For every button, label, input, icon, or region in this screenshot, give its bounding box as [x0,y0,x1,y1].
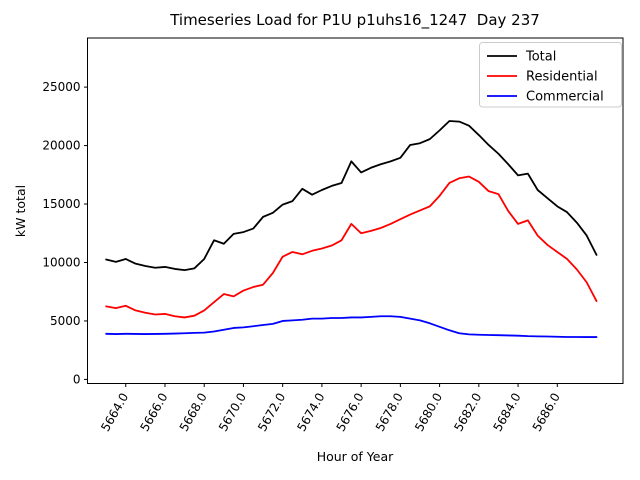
series-line-commercial [105,315,598,338]
legend: Total Residential Commercial [479,42,622,108]
legend-box [479,42,622,108]
series-line-residential [105,175,598,319]
legend-item: Residential [487,70,598,85]
y-tick-label: 15000 [42,197,80,211]
x-tick-label: 5670.0 [216,391,249,434]
legend-label: Total [525,50,556,65]
y-tick-label: 0 [73,372,81,386]
x-tick-label: 5682.0 [451,390,484,433]
series-line-total [105,120,598,271]
x-tick-label: 5678.0 [373,391,406,434]
x-tick-label: 5680.0 [412,391,445,434]
x-tick-label: 5672.0 [255,391,288,434]
chart-title: Timeseries Load for P1U p1uhs16_1247 Day… [169,11,540,30]
legend-item: Commercial [487,90,604,105]
y-tick-label: 25000 [42,80,80,94]
y-axis-label: kW total [13,185,28,237]
legend-label: Commercial [526,90,604,105]
x-tick-label: 5666.0 [137,391,170,434]
legend-label: Residential [526,70,598,85]
y-tick-label: 5000 [50,314,81,328]
legend-item: Total [487,50,556,65]
x-tick-label: 5668.0 [177,391,210,434]
x-tick-label: 5686.0 [530,391,563,434]
x-tick-label: 5676.0 [334,391,367,434]
x-tick-label: 5664.0 [98,391,131,434]
x-tick-label: 5684.0 [491,391,524,434]
x-tick-label: 5674.0 [294,391,327,434]
x-axis-label: Hour of Year [317,449,394,464]
series-lines [105,120,598,338]
y-tick-label: 10000 [42,255,80,269]
y-tick-label: 20000 [42,139,80,153]
